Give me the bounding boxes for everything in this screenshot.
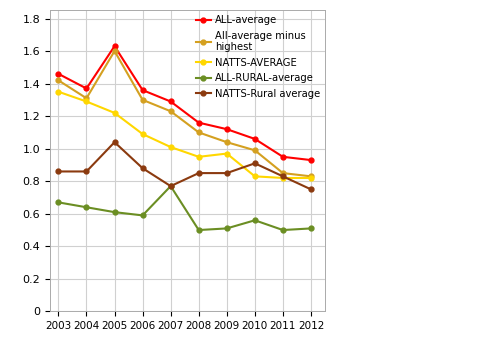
ALL-average [56, 72, 62, 76]
ALL-RURAL-average [196, 228, 202, 232]
All-average minus
highest [280, 171, 286, 175]
All-average minus
highest [308, 174, 314, 179]
ALL-RURAL-average [252, 218, 258, 222]
NATTS-Rural average [112, 140, 117, 144]
ALL-RURAL-average [224, 226, 230, 230]
NATTS-Rural average [280, 174, 286, 179]
NATTS-AVERAGE [168, 145, 173, 149]
NATTS-Rural average [224, 171, 230, 175]
All-average minus
highest [224, 140, 230, 144]
NATTS-Rural average [168, 184, 173, 188]
ALL-RURAL-average [56, 200, 62, 204]
ALL-RURAL-average [140, 213, 145, 218]
NATTS-AVERAGE [252, 174, 258, 179]
ALL-average [224, 127, 230, 131]
NATTS-AVERAGE [112, 111, 117, 115]
ALL-RURAL-average [84, 205, 89, 209]
Line: ALL-RURAL-average: ALL-RURAL-average [56, 184, 314, 233]
NATTS-AVERAGE [140, 132, 145, 136]
Line: NATTS-AVERAGE: NATTS-AVERAGE [56, 89, 314, 180]
All-average minus
highest [56, 78, 62, 82]
All-average minus
highest [140, 98, 145, 102]
ALL-average [112, 44, 117, 48]
All-average minus
highest [168, 109, 173, 113]
All-average minus
highest [196, 130, 202, 135]
All-average minus
highest [252, 148, 258, 152]
NATTS-Rural average [140, 166, 145, 170]
ALL-RURAL-average [112, 210, 117, 214]
Line: All-average minus
highest: All-average minus highest [56, 49, 314, 179]
NATTS-AVERAGE [308, 176, 314, 180]
ALL-average [280, 155, 286, 159]
NATTS-AVERAGE [224, 152, 230, 156]
NATTS-AVERAGE [280, 176, 286, 180]
ALL-average [84, 86, 89, 91]
ALL-RURAL-average [168, 184, 173, 188]
Line: NATTS-Rural average: NATTS-Rural average [56, 140, 314, 192]
ALL-average [140, 88, 145, 92]
ALL-average [252, 137, 258, 141]
NATTS-AVERAGE [84, 99, 89, 103]
All-average minus
highest [112, 49, 117, 53]
ALL-RURAL-average [280, 228, 286, 232]
NATTS-Rural average [252, 161, 258, 165]
NATTS-Rural average [196, 171, 202, 175]
ALL-average [168, 99, 173, 103]
ALL-RURAL-average [308, 226, 314, 230]
Legend: ALL-average, All-average minus
highest, NATTS-AVERAGE, ALL-RURAL-average, NATTS-: ALL-average, All-average minus highest, … [192, 11, 324, 103]
ALL-average [196, 120, 202, 125]
NATTS-AVERAGE [196, 155, 202, 159]
NATTS-Rural average [56, 170, 62, 174]
ALL-average [308, 158, 314, 162]
All-average minus
highest [84, 96, 89, 100]
NATTS-Rural average [308, 187, 314, 191]
NATTS-Rural average [84, 170, 89, 174]
NATTS-AVERAGE [56, 90, 62, 94]
Line: ALL-average: ALL-average [56, 44, 314, 163]
